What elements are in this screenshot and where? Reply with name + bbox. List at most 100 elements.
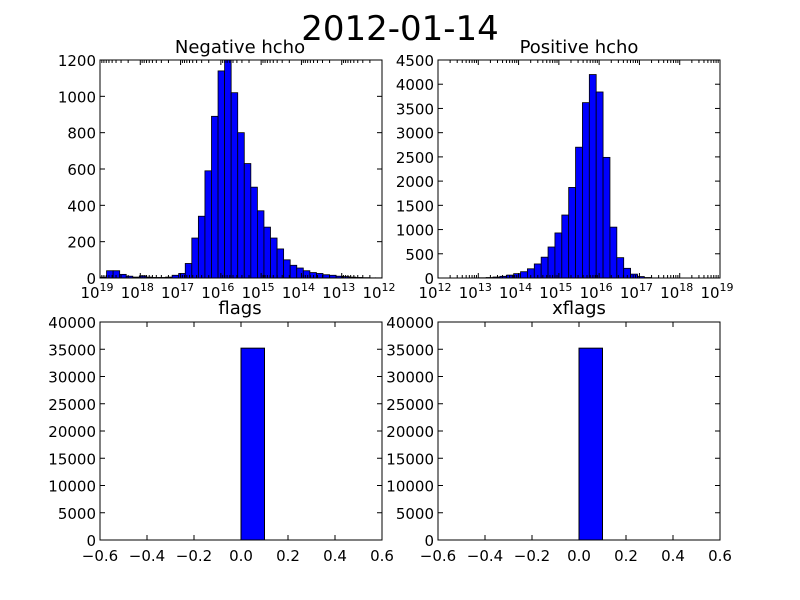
histogram-bar bbox=[554, 232, 563, 279]
x-tick-label: 1013 bbox=[322, 281, 355, 302]
y-tick-label: 10000 bbox=[386, 478, 434, 496]
x-tick-label: 1016 bbox=[580, 281, 613, 302]
y-tick-label: 3000 bbox=[396, 125, 434, 143]
x-tick-label: 1016 bbox=[201, 281, 234, 302]
bars bbox=[240, 347, 265, 541]
histogram-bar bbox=[520, 271, 528, 279]
x-tick-label: −0.4 bbox=[467, 547, 503, 565]
panel-title: Positive hcho bbox=[520, 37, 639, 58]
histogram-bar bbox=[630, 273, 638, 279]
x-tick-label: 1013 bbox=[459, 281, 492, 302]
y-tick-label: 10000 bbox=[48, 478, 96, 496]
histogram-bar bbox=[230, 92, 239, 279]
histogram-bar bbox=[568, 187, 576, 279]
x-tick-label: 1015 bbox=[242, 281, 275, 302]
x-tick-label: −0.6 bbox=[420, 547, 456, 565]
figure-title: 2012-01-14 bbox=[301, 9, 499, 49]
y-tick-label: 0 bbox=[86, 270, 96, 288]
y-tick-label: 400 bbox=[67, 197, 96, 215]
panel-flags: 0 5000 10000 15000 20000 25000 30000 35000 40000… bbox=[48, 298, 394, 565]
y-tick-label: 20000 bbox=[48, 423, 96, 441]
bars bbox=[437, 74, 666, 279]
y-tick-label: 35000 bbox=[386, 341, 434, 359]
y-tick-label: 1200 bbox=[58, 52, 96, 70]
x-tick-label: 0.2 bbox=[276, 547, 300, 565]
histogram-bar bbox=[578, 347, 603, 541]
bars bbox=[99, 59, 383, 279]
x-tick-label: 1012 bbox=[418, 281, 451, 302]
x-tick-label: 1019 bbox=[80, 281, 113, 302]
y-tick-label: 500 bbox=[405, 246, 434, 264]
histogram-bar bbox=[616, 257, 625, 279]
x-tick-label: 0.2 bbox=[614, 547, 638, 565]
y-tick-label: 1500 bbox=[396, 197, 434, 215]
y-tick-label: 0 bbox=[424, 270, 434, 288]
axes-frame bbox=[437, 59, 721, 279]
histogram-bar bbox=[609, 226, 618, 279]
panel-positive-hcho: 0500100015002000250030003500400045001012… bbox=[396, 37, 734, 302]
histogram-bar bbox=[302, 270, 311, 279]
histogram-bar bbox=[256, 210, 265, 279]
y-axis: 0 500 1000 1500 2000 2500 3000 3500 4000 4500 bbox=[396, 52, 720, 288]
x-axis: −0.6 −0.4 −0.2 0.0 0.2 0.4 0.6 bbox=[420, 322, 732, 565]
x-tick-label: 1014 bbox=[282, 281, 315, 302]
histogram-bar bbox=[561, 214, 570, 279]
histogram-bar bbox=[582, 102, 590, 279]
histogram-bar bbox=[204, 170, 212, 279]
y-axis: 0 5000 10000 15000 20000 25000 30000 35000 40000 bbox=[386, 314, 720, 550]
x-tick-label: 0.0 bbox=[567, 547, 591, 565]
y-tick-label: 4000 bbox=[396, 76, 434, 94]
histogram-bar bbox=[289, 264, 298, 279]
histogram-bar bbox=[296, 267, 304, 279]
x-tick-label: −0.2 bbox=[514, 547, 550, 565]
histogram-bar bbox=[263, 226, 271, 279]
panel-title: xflags bbox=[552, 298, 606, 319]
panel-negative-hcho: 0 200 400 600 800 1000 1200 1019 1018 1017 1016 101… bbox=[58, 37, 396, 302]
x-tick-label: 0.6 bbox=[370, 547, 394, 565]
histogram-bar bbox=[595, 91, 604, 279]
y-tick-label: 25000 bbox=[386, 396, 434, 414]
histogram-bar bbox=[588, 74, 597, 279]
y-tick-label: 15000 bbox=[386, 450, 434, 468]
x-tick-label: 1017 bbox=[161, 281, 194, 302]
panel-title: Negative hcho bbox=[175, 37, 305, 58]
y-tick-label: 1000 bbox=[396, 222, 434, 240]
y-tick-label: 25000 bbox=[48, 396, 96, 414]
y-tick-label: 800 bbox=[67, 125, 96, 143]
y-tick-label: 15000 bbox=[48, 450, 96, 468]
y-tick-label: 30000 bbox=[386, 369, 434, 387]
y-tick-label: 30000 bbox=[48, 369, 96, 387]
y-tick-label: 35000 bbox=[48, 341, 96, 359]
y-tick-label: 3500 bbox=[396, 100, 434, 118]
histogram-bar bbox=[211, 115, 219, 279]
y-tick-label: 1000 bbox=[58, 88, 96, 106]
histogram-bar bbox=[243, 163, 252, 279]
x-tick-label: −0.6 bbox=[82, 547, 118, 565]
y-tick-label: 200 bbox=[67, 234, 96, 252]
x-tick-label: 1017 bbox=[620, 281, 653, 302]
histogram-bar bbox=[184, 263, 193, 279]
y-tick-label: 2000 bbox=[396, 173, 434, 191]
histogram-bar bbox=[547, 246, 556, 279]
histogram-bar bbox=[224, 59, 232, 279]
x-tick-label: 1018 bbox=[121, 281, 154, 302]
x-tick-label: 0.4 bbox=[661, 547, 685, 565]
histogram-bar bbox=[237, 132, 245, 279]
y-tick-label: 5000 bbox=[58, 505, 96, 523]
histogram-bar bbox=[540, 256, 549, 279]
histogram-bar bbox=[217, 70, 226, 279]
x-axis: 1019 1018 1017 1016 1015 1014 1013 1012 bbox=[80, 60, 396, 302]
panel-xflags: 0 5000 10000 15000 20000 25000 30000 35000 40000… bbox=[386, 298, 732, 565]
y-tick-label: 600 bbox=[67, 161, 96, 179]
x-tick-label: −0.2 bbox=[176, 547, 212, 565]
bars bbox=[578, 347, 603, 541]
y-tick-label: 40000 bbox=[48, 314, 96, 332]
x-tick-label: 1019 bbox=[700, 281, 733, 302]
y-tick-label: 0 bbox=[86, 532, 96, 550]
histogram-bar bbox=[270, 237, 278, 279]
x-tick-label: 0.0 bbox=[229, 547, 253, 565]
x-tick-label: 1015 bbox=[539, 281, 572, 302]
x-axis: 1012 1013 1014 1015 1016 1017 1018 1019 bbox=[418, 60, 734, 302]
panel-title: flags bbox=[218, 298, 261, 319]
